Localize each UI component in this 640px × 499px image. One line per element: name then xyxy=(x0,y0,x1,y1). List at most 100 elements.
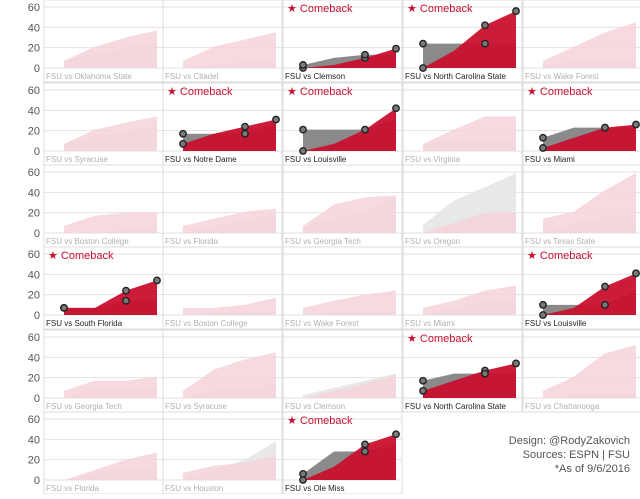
panel: FSU vs Houston xyxy=(162,411,283,495)
opponent-marker xyxy=(601,123,609,132)
y-tick-label: 20 xyxy=(28,43,40,55)
panel-label: FSU vs Clemson xyxy=(285,72,345,81)
y-tick-label: 40 xyxy=(28,352,40,364)
fsu-area xyxy=(543,345,636,398)
fsu-area xyxy=(423,11,516,69)
panel-frame xyxy=(162,164,283,248)
panel: FSU vs Georgia Tech xyxy=(282,164,403,248)
fsu-marker xyxy=(392,430,400,439)
panel-label: FSU vs Boston College xyxy=(46,237,129,246)
fsu-area xyxy=(64,376,157,398)
opponent-marker xyxy=(481,369,489,378)
comeback-label: ★ Comeback xyxy=(527,86,593,98)
fsu-area xyxy=(423,363,516,398)
opponent-marker xyxy=(299,61,307,69)
y-tick-label: 60 xyxy=(28,2,40,14)
y-tick-label: 40 xyxy=(28,434,40,446)
opponent-marker xyxy=(60,303,68,312)
comeback-label: ★ Comeback xyxy=(407,3,473,15)
panel: FSU vs Syracuse xyxy=(43,82,164,166)
opponent-marker xyxy=(361,447,369,456)
panel-label: FSU vs Syracuse xyxy=(165,402,227,411)
panel: FSU vs Oregon xyxy=(402,164,523,248)
panel: FSU vs Citadel xyxy=(162,0,283,83)
fsu-area xyxy=(423,285,516,315)
panel-label: FSU vs Wake Forest xyxy=(285,319,359,328)
fsu-area xyxy=(423,212,516,233)
fsu-area xyxy=(303,195,396,233)
y-tick-label: 20 xyxy=(28,373,40,385)
opponent-marker xyxy=(241,129,249,138)
fsu-marker xyxy=(392,104,400,113)
panel-label: FSU vs Notre Dame xyxy=(165,155,237,164)
comeback-label: ★ Comeback xyxy=(407,333,473,345)
panel: FSU vs Florida xyxy=(43,411,164,495)
panel-label: FSU vs Miami xyxy=(525,155,575,164)
panel: FSU vs Miami xyxy=(402,246,523,330)
fsu-area xyxy=(303,434,396,480)
fsu-marker xyxy=(481,21,489,30)
fsu-area xyxy=(183,119,276,151)
comeback-label: ★ Comeback xyxy=(287,415,353,427)
y-tick-label: 40 xyxy=(28,187,40,199)
opponent-marker xyxy=(539,300,547,309)
fsu-marker xyxy=(392,44,400,53)
fsu-marker xyxy=(419,386,427,395)
panel-label: FSU vs Wake Forest xyxy=(525,72,599,81)
y-tick-label: 60 xyxy=(28,249,40,261)
fsu-area xyxy=(183,208,276,233)
fsu-area xyxy=(64,30,157,69)
opponent-marker xyxy=(361,125,369,134)
fsu-area xyxy=(303,374,396,398)
panel: ★ Comeback FSU vs South Florida xyxy=(43,246,164,330)
fsu-area xyxy=(64,116,157,151)
comeback-label: ★ Comeback xyxy=(48,250,114,262)
opponent-marker xyxy=(179,129,187,138)
fsu-area xyxy=(543,173,636,233)
y-tick-label: 60 xyxy=(28,414,40,426)
panel-label: FSU vs Miami xyxy=(405,319,455,328)
credit-as-of: *As of 9/6/2016 xyxy=(554,463,630,475)
y-tick-label: 60 xyxy=(28,167,40,179)
panel-label: FSU vs Louisville xyxy=(525,319,587,328)
fsu-marker xyxy=(539,144,547,152)
panel: FSU vs Syracuse xyxy=(162,329,283,413)
credit-sources: Sources: ESPN | FSU xyxy=(522,449,630,461)
panel-label: FSU vs Louisville xyxy=(285,155,347,164)
y-tick-label: 20 xyxy=(28,208,40,220)
fsu-area xyxy=(303,48,396,68)
panel: FSU vs Chattanooga xyxy=(522,329,640,413)
y-tick-label: 40 xyxy=(28,269,40,281)
y-tick-label: 60 xyxy=(28,85,40,97)
fsu-area xyxy=(543,124,636,151)
fsu-area xyxy=(543,273,636,315)
opponent-marker xyxy=(299,125,307,134)
panel: ★ Comeback FSU vs Clemson xyxy=(282,0,403,83)
panel-label: FSU vs Ole Miss xyxy=(285,484,345,493)
opponent-marker xyxy=(419,39,427,48)
fsu-area xyxy=(64,452,157,480)
panel-label: FSU vs Georgia Tech xyxy=(285,237,361,246)
credits-block: Design: @RodyZakovich Sources: ESPN | FS… xyxy=(440,434,630,476)
fsu-area xyxy=(183,32,276,68)
y-tick-label: 0 xyxy=(34,475,40,487)
panel-frame xyxy=(162,246,283,330)
fsu-marker xyxy=(632,120,640,129)
panel-label: FSU vs North Carolina State xyxy=(405,402,506,411)
comeback-label: ★ Comeback xyxy=(167,86,233,98)
y-tick-label: 60 xyxy=(28,332,40,344)
panel-label: FSU vs North Carolina State xyxy=(405,72,506,81)
fsu-area xyxy=(183,352,276,398)
panel-label: FSU vs Houston xyxy=(165,484,223,493)
opponent-marker xyxy=(419,376,427,385)
fsu-area xyxy=(64,212,157,233)
panel: FSU vs Boston College xyxy=(43,164,164,248)
fsu-marker xyxy=(299,147,307,155)
panel: ★ Comeback FSU vs North Carolina State xyxy=(402,0,523,83)
fsu-marker xyxy=(512,7,520,15)
panel: FSU vs Texas State xyxy=(522,164,640,248)
y-tick-label: 0 xyxy=(34,146,40,158)
panel: ★ Comeback FSU vs Miami xyxy=(522,82,640,166)
panel-label: FSU vs Chattanooga xyxy=(525,402,600,411)
